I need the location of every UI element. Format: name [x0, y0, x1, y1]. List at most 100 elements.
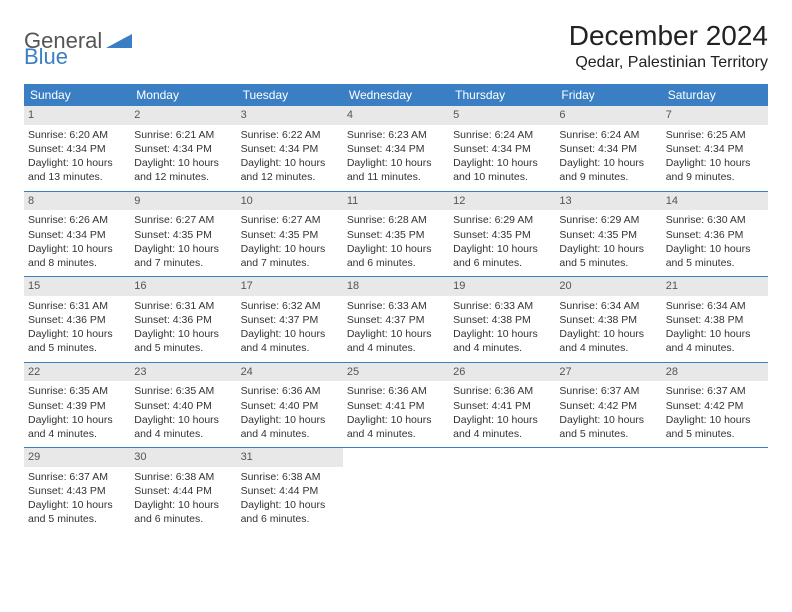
- calendar-cell: [343, 448, 449, 533]
- calendar-cell: 7 Sunrise: 6:25 AMSunset: 4:34 PMDaylight…: [662, 106, 768, 191]
- sunset-line: Sunset: 4:44 PM: [134, 484, 232, 498]
- calendar-cell: 30Sunrise: 6:38 AMSunset: 4:44 PMDayligh…: [130, 448, 236, 533]
- day-number: 10: [237, 192, 343, 211]
- calendar-cell: 2 Sunrise: 6:21 AMSunset: 4:34 PMDaylight…: [130, 106, 236, 191]
- day-number: 6: [555, 106, 661, 125]
- sunset-line: Sunset: 4:37 PM: [241, 313, 339, 327]
- day-number: 28: [662, 363, 768, 382]
- sunrise-line: Sunrise: 6:30 AM: [666, 213, 764, 227]
- daylight-line: Daylight: 10 hours and 12 minutes.: [134, 156, 232, 184]
- sunset-line: Sunset: 4:35 PM: [134, 228, 232, 242]
- calendar-cell: 20 Sunrise: 6:34 AMSunset: 4:38 PMDayligh…: [555, 277, 661, 362]
- sunset-line: Sunset: 4:42 PM: [559, 399, 657, 413]
- sunset-line: Sunset: 4:40 PM: [134, 399, 232, 413]
- calendar-cell: 14Sunrise: 6:30 AMSunset: 4:36 PMDayligh…: [662, 192, 768, 277]
- calendar-cell: 16Sunrise: 6:31 AMSunset: 4:36 PMDayligh…: [130, 277, 236, 362]
- sunrise-line: Sunrise: 6:27 AM: [241, 213, 339, 227]
- sunrise-line: Sunrise: 6:31 AM: [28, 299, 126, 313]
- sunrise-line: Sunrise: 6:38 AM: [134, 470, 232, 484]
- sunrise-line: Sunrise: 6:27 AM: [134, 213, 232, 227]
- day-number: 17: [237, 277, 343, 296]
- day-number: 20: [555, 277, 661, 296]
- sunrise-line: Sunrise: 6:37 AM: [559, 384, 657, 398]
- calendar-cell: 26Sunrise: 6:36 AMSunset: 4:41 PMDayligh…: [449, 363, 555, 448]
- day-number: 8: [24, 192, 130, 211]
- calendar-cell: 4Sunrise: 6:23 AMSunset: 4:34 PMDaylight…: [343, 106, 449, 191]
- day-number: 2: [130, 106, 236, 125]
- day-header: Sunday: [24, 84, 130, 106]
- sunset-line: Sunset: 4:40 PM: [241, 399, 339, 413]
- day-header: Saturday: [662, 84, 768, 106]
- daylight-line: Daylight: 10 hours and 8 minutes.: [28, 242, 126, 270]
- daylight-line: Daylight: 10 hours and 5 minutes.: [134, 327, 232, 355]
- daylight-line: Daylight: 10 hours and 5 minutes.: [559, 242, 657, 270]
- calendar-cell: 15Sunrise: 6:31 AMSunset: 4:36 PMDayligh…: [24, 277, 130, 362]
- day-number: 22: [24, 363, 130, 382]
- sunrise-line: Sunrise: 6:37 AM: [28, 470, 126, 484]
- sunrise-line: Sunrise: 6:36 AM: [241, 384, 339, 398]
- sunset-line: Sunset: 4:38 PM: [559, 313, 657, 327]
- sunset-line: Sunset: 4:42 PM: [666, 399, 764, 413]
- sunrise-line: Sunrise: 6:24 AM: [453, 128, 551, 142]
- daylight-line: Daylight: 10 hours and 5 minutes.: [559, 413, 657, 441]
- day-number: 19: [449, 277, 555, 296]
- sunset-line: Sunset: 4:38 PM: [666, 313, 764, 327]
- sunrise-line: Sunrise: 6:28 AM: [347, 213, 445, 227]
- day-number: 26: [449, 363, 555, 382]
- calendar-cell: 8Sunrise: 6:26 AMSunset: 4:34 PMDaylight…: [24, 192, 130, 277]
- sunrise-line: Sunrise: 6:25 AM: [666, 128, 764, 142]
- sunrise-line: Sunrise: 6:35 AM: [134, 384, 232, 398]
- sunset-line: Sunset: 4:34 PM: [241, 142, 339, 156]
- day-number: 29: [24, 448, 130, 467]
- sunrise-line: Sunrise: 6:34 AM: [559, 299, 657, 313]
- daylight-line: Daylight: 10 hours and 11 minutes.: [347, 156, 445, 184]
- sunrise-line: Sunrise: 6:21 AM: [134, 128, 232, 142]
- page-header: General December 2024 Qedar, Palestinian…: [24, 20, 768, 72]
- sunrise-line: Sunrise: 6:33 AM: [453, 299, 551, 313]
- calendar-cell: [449, 448, 555, 533]
- calendar-cell: 13Sunrise: 6:29 AMSunset: 4:35 PMDayligh…: [555, 192, 661, 277]
- sunset-line: Sunset: 4:35 PM: [347, 228, 445, 242]
- calendar-cell: 19Sunrise: 6:33 AMSunset: 4:38 PMDayligh…: [449, 277, 555, 362]
- sunrise-line: Sunrise: 6:23 AM: [347, 128, 445, 142]
- title-block: December 2024 Qedar, Palestinian Territo…: [569, 20, 768, 72]
- calendar-cell: 3Sunrise: 6:22 AMSunset: 4:34 PMDaylight…: [237, 106, 343, 191]
- calendar-cell: 17Sunrise: 6:32 AMSunset: 4:37 PMDayligh…: [237, 277, 343, 362]
- daylight-line: Daylight: 10 hours and 6 minutes.: [453, 242, 551, 270]
- day-number: 13: [555, 192, 661, 211]
- sunrise-line: Sunrise: 6:22 AM: [241, 128, 339, 142]
- daylight-line: Daylight: 10 hours and 7 minutes.: [134, 242, 232, 270]
- sunrise-line: Sunrise: 6:24 AM: [559, 128, 657, 142]
- sunset-line: Sunset: 4:36 PM: [666, 228, 764, 242]
- day-number: 24: [237, 363, 343, 382]
- logo-shape-icon: [106, 28, 132, 54]
- daylight-line: Daylight: 10 hours and 9 minutes.: [666, 156, 764, 184]
- sunset-line: Sunset: 4:35 PM: [559, 228, 657, 242]
- daylight-line: Daylight: 10 hours and 5 minutes.: [666, 413, 764, 441]
- day-number: 27: [555, 363, 661, 382]
- sunset-line: Sunset: 4:44 PM: [241, 484, 339, 498]
- sunrise-line: Sunrise: 6:29 AM: [453, 213, 551, 227]
- sunrise-line: Sunrise: 6:34 AM: [666, 299, 764, 313]
- daylight-line: Daylight: 10 hours and 4 minutes.: [559, 327, 657, 355]
- daylight-line: Daylight: 10 hours and 7 minutes.: [241, 242, 339, 270]
- daylight-line: Daylight: 10 hours and 4 minutes.: [28, 413, 126, 441]
- sunset-line: Sunset: 4:34 PM: [134, 142, 232, 156]
- daylight-line: Daylight: 10 hours and 4 minutes.: [666, 327, 764, 355]
- daylight-line: Daylight: 10 hours and 6 minutes.: [347, 242, 445, 270]
- day-number: 12: [449, 192, 555, 211]
- daylight-line: Daylight: 10 hours and 6 minutes.: [241, 498, 339, 526]
- day-header: Wednesday: [343, 84, 449, 106]
- sunset-line: Sunset: 4:34 PM: [453, 142, 551, 156]
- daylight-line: Daylight: 10 hours and 13 minutes.: [28, 156, 126, 184]
- sunset-line: Sunset: 4:34 PM: [666, 142, 764, 156]
- daylight-line: Daylight: 10 hours and 6 minutes.: [134, 498, 232, 526]
- day-number: 7: [662, 106, 768, 125]
- sunrise-line: Sunrise: 6:37 AM: [666, 384, 764, 398]
- calendar-cell: 12 Sunrise: 6:29 AMSunset: 4:35 PMDayligh…: [449, 192, 555, 277]
- daylight-line: Daylight: 10 hours and 5 minutes.: [28, 327, 126, 355]
- day-header: Tuesday: [237, 84, 343, 106]
- sunset-line: Sunset: 4:35 PM: [453, 228, 551, 242]
- month-title: December 2024: [569, 20, 768, 52]
- sunrise-line: Sunrise: 6:36 AM: [347, 384, 445, 398]
